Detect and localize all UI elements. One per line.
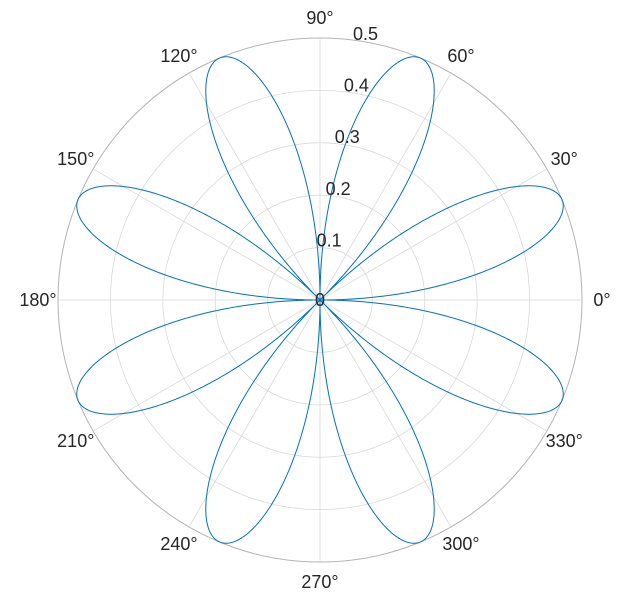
angular-gridline-120 bbox=[188, 72, 321, 301]
grid-layer bbox=[57, 37, 583, 563]
angular-gridline-240 bbox=[188, 299, 321, 528]
radial-tick-label-0: 0 bbox=[315, 290, 325, 310]
angle-tick-label-0: 0° bbox=[593, 290, 610, 310]
radial-tick-label-0.2: 0.2 bbox=[326, 179, 351, 199]
rose-curve-series-0 bbox=[76, 56, 564, 544]
angle-tick-label-300: 300° bbox=[442, 534, 479, 554]
angle-tick-label-270: 270° bbox=[301, 572, 338, 592]
angle-tick-label-60: 60° bbox=[447, 46, 474, 66]
angle-tick-label-180: 180° bbox=[19, 290, 56, 310]
angle-tick-label-210: 210° bbox=[57, 431, 94, 451]
angle-tick-label-330: 330° bbox=[546, 431, 583, 451]
radial-tick-label-0.3: 0.3 bbox=[335, 127, 360, 147]
angular-gridline-150 bbox=[92, 168, 321, 301]
angle-tick-label-150: 150° bbox=[57, 149, 94, 169]
angular-gridline-330 bbox=[319, 299, 548, 432]
angle-tick-label-90: 90° bbox=[306, 8, 333, 28]
radial-tick-label-0.4: 0.4 bbox=[344, 76, 369, 96]
angle-tick-label-120: 120° bbox=[160, 46, 197, 66]
radial-tick-label-0.1: 0.1 bbox=[317, 230, 342, 250]
angular-gridline-30 bbox=[319, 168, 548, 301]
angle-tick-label-30: 30° bbox=[551, 149, 578, 169]
angular-gridline-300 bbox=[319, 299, 452, 528]
angular-gridline-210 bbox=[92, 299, 321, 432]
angle-tick-label-240: 240° bbox=[160, 534, 197, 554]
curve-layer bbox=[76, 56, 564, 544]
radial-tick-label-0.5: 0.5 bbox=[353, 24, 378, 44]
angular-gridline-60 bbox=[319, 72, 452, 301]
label-layer: 0° 30° 60° 90° 120° 150° 180° 210° 240° 270° 300° 3… bbox=[19, 8, 610, 592]
